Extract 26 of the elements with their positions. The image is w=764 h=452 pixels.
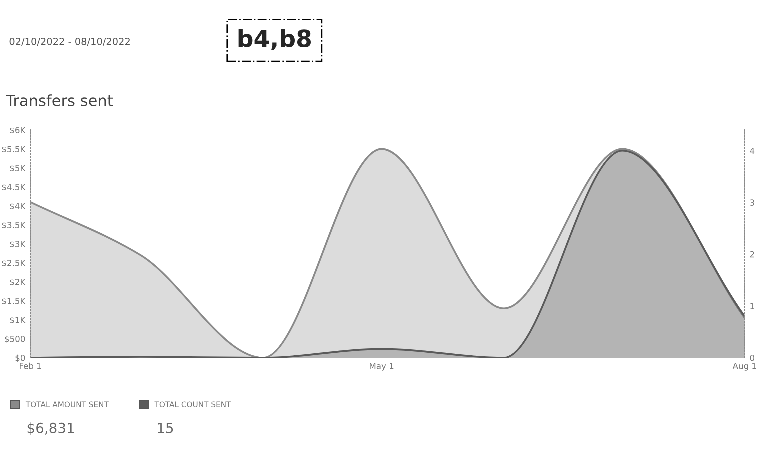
y-tick-label: $4K [10,202,26,211]
y-tick-label: $5.5K [2,146,26,154]
y-tick-label: $3K [10,240,26,248]
chart-title: Transfers sent [6,94,114,106]
y-tick-label: $1.5K [2,298,26,306]
y-tick-label: $6K [10,127,26,135]
y-tick-label: $1K [10,316,26,324]
chart-subtitle: 02/10/2022 - 08/10/2022 [10,38,130,46]
y2-tick-label: 0 [750,354,755,362]
y-tick-label: $5K [10,164,26,173]
y-tick-label: $0 [16,354,26,362]
y-tick-label: $2K [10,278,26,286]
y2-tick-label: 4 [750,148,755,154]
text: $6,831 [28,422,74,436]
y2-tick-label: 2 [750,251,754,258]
y2-tick-label: 1 [750,303,754,310]
y2-tick-label: 3 [750,200,754,206]
x-tick-label: Aug 1 [732,363,756,371]
text: 15 [158,423,174,434]
y-tick-label: $3.5K [2,222,26,230]
x-tick-label: May 1 [370,363,394,371]
y-tick-label: $500 [5,336,26,344]
y-tick-label: $2.5K [2,260,26,268]
x-tick-label: Feb 1 [20,362,42,370]
text: b4,b8 [238,29,312,51]
y-tick-label: $4.5K [2,184,26,192]
